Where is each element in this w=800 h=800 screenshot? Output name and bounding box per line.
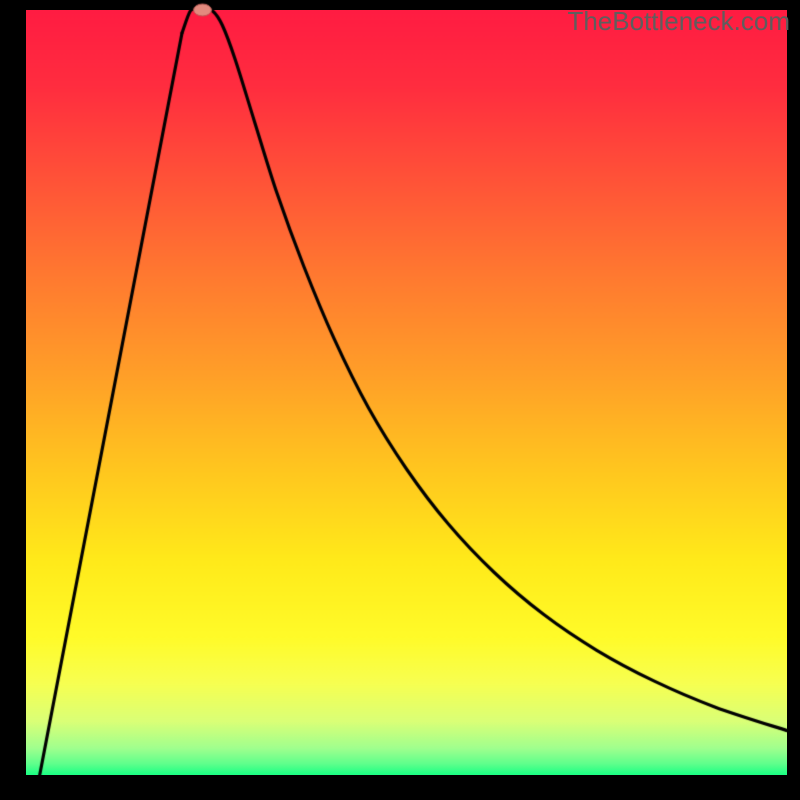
watermark-text: TheBottleneck.com xyxy=(567,6,790,37)
chart-container: TheBottleneck.com xyxy=(0,0,800,800)
plot-curve-layer xyxy=(0,0,800,800)
